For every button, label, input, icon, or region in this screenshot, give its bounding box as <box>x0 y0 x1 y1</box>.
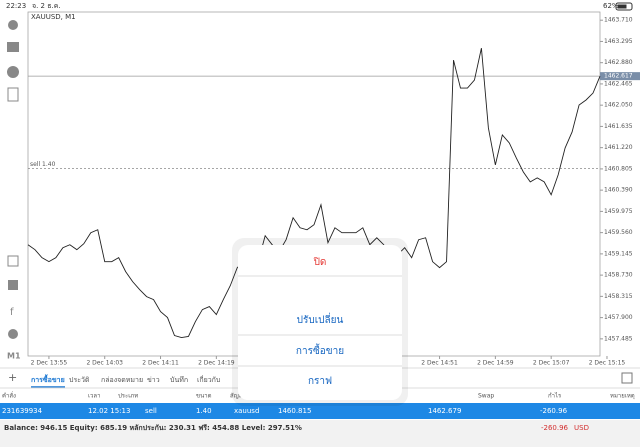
crosshair-icon[interactable] <box>7 255 19 267</box>
table-cell: xauusd <box>234 407 259 415</box>
y-tick-label: 1463.295 <box>604 38 633 45</box>
y-tick-label: 1462.050 <box>604 102 633 109</box>
current-price-box <box>600 72 640 81</box>
y-tick-label: 1463.710 <box>604 17 633 24</box>
y-tick-label: 1459.975 <box>604 208 633 215</box>
add-button[interactable]: + <box>8 371 17 384</box>
status-battery: 62% <box>603 2 619 10</box>
x-tick-label: 2 Dec 14:59 <box>477 360 514 367</box>
chat-icon[interactable] <box>7 66 19 78</box>
y-tick-label: 1461.635 <box>604 123 633 130</box>
table-cell: 231639934 <box>2 407 43 415</box>
objects-icon[interactable] <box>8 329 18 339</box>
menu-item[interactable]: กราฟ <box>308 376 332 387</box>
tabs: การซื้อขาย ประวัติ กล่องจดหมาย ข่าว บันทึก เก… <box>31 373 220 388</box>
table-header: คำสั่ง <box>2 392 16 400</box>
x-tick-label: 2 Dec 14:51 <box>421 360 458 367</box>
y-tick-label: 1459.145 <box>604 250 633 257</box>
table-header: เวลา <box>88 393 100 400</box>
menu-item[interactable]: การซื้อขาย <box>296 343 344 357</box>
table-header: ประเภท <box>118 393 138 400</box>
y-tick-label: 1459.560 <box>604 229 633 236</box>
tab[interactable]: การซื้อขาย <box>31 373 65 384</box>
x-tick-label: 2 Dec 13:55 <box>31 360 68 367</box>
tab[interactable]: เกี่ยวกับ <box>197 375 220 384</box>
table-cell: sell <box>145 407 157 415</box>
left-toolbar: f M1 <box>7 20 21 361</box>
status-time: 22:23 <box>6 2 26 10</box>
y-tick-label: 1457.485 <box>604 335 633 342</box>
table-header: หมายเหตุ <box>610 393 635 400</box>
tab[interactable]: ข่าว <box>147 376 160 384</box>
function-icon[interactable]: f <box>10 307 14 318</box>
y-tick-label: 1458.730 <box>604 272 633 279</box>
tab[interactable]: ประวัติ <box>69 376 90 384</box>
status-date: จ. 2 ธ.ค. <box>32 2 61 10</box>
current-price-label: 1462.617 <box>604 73 633 80</box>
table-header: ขนาด <box>196 393 212 400</box>
menu <box>238 245 402 400</box>
y-tick-label: 1461.220 <box>604 144 633 151</box>
price-line <box>27 48 601 338</box>
chart-title: XAUUSD, M1 <box>31 13 76 21</box>
footer-profit: -260.96 <box>541 424 569 432</box>
y-tick-label: 1460.390 <box>604 187 633 194</box>
menu-item[interactable]: ปรับเปลี่ยน <box>297 312 344 326</box>
y-tick-label: 1457.900 <box>604 314 633 321</box>
sell-level-label: sell 1.40 <box>30 161 56 168</box>
y-tick-label: 1462.880 <box>604 59 633 66</box>
footer-bar <box>0 420 640 447</box>
y-tick-label: 1460.805 <box>604 165 633 172</box>
account-icon[interactable] <box>8 20 18 30</box>
trade-icon[interactable] <box>7 42 19 52</box>
table-header: กำไร <box>548 392 562 400</box>
new-order-icon[interactable] <box>7 87 19 102</box>
table-cell: 1462.679 <box>428 407 461 415</box>
timeframe-icon[interactable]: M1 <box>7 352 21 361</box>
selected-row[interactable] <box>0 403 640 419</box>
table-header: Swap <box>478 393 494 400</box>
table-cell: 12.02 15:13 <box>88 407 130 415</box>
y-tick-label: 1462.465 <box>604 80 633 87</box>
x-tick-label: 2 Dec 14:11 <box>142 360 179 367</box>
x-tick-label: 2 Dec 15:07 <box>533 360 570 367</box>
table-cell: 1.40 <box>196 407 212 415</box>
indicators-icon[interactable] <box>8 280 18 290</box>
battery-icon <box>615 2 633 11</box>
table-cell: 1460.815 <box>278 407 311 415</box>
tab[interactable]: บันทึก <box>170 375 188 384</box>
layout-icon[interactable] <box>621 372 633 384</box>
x-tick-label: 2 Dec 14:19 <box>198 360 235 367</box>
y-tick-label: 1458.315 <box>604 293 633 300</box>
plot: 1463.710 1463.295 1462.880 1462.465 1462.050… <box>27 17 640 367</box>
trade-table: คำสั่งเวลาประเภทขนาดสัญลักษณ์ราคาSwapกำไ… <box>0 392 640 419</box>
x-tick-label: 2 Dec 15:15 <box>589 360 626 367</box>
footer-currency: USD <box>574 424 589 432</box>
table-cell: -260.96 <box>540 407 568 415</box>
tab[interactable]: กล่องจดหมาย <box>101 376 143 384</box>
footer-summary: Balance: 946.15 Equity: 685.19 หลักประกั… <box>4 424 302 432</box>
x-tick-label: 2 Dec 14:03 <box>86 360 123 367</box>
battery-level-icon <box>617 4 627 9</box>
menu-item[interactable]: ปิด <box>313 257 326 268</box>
